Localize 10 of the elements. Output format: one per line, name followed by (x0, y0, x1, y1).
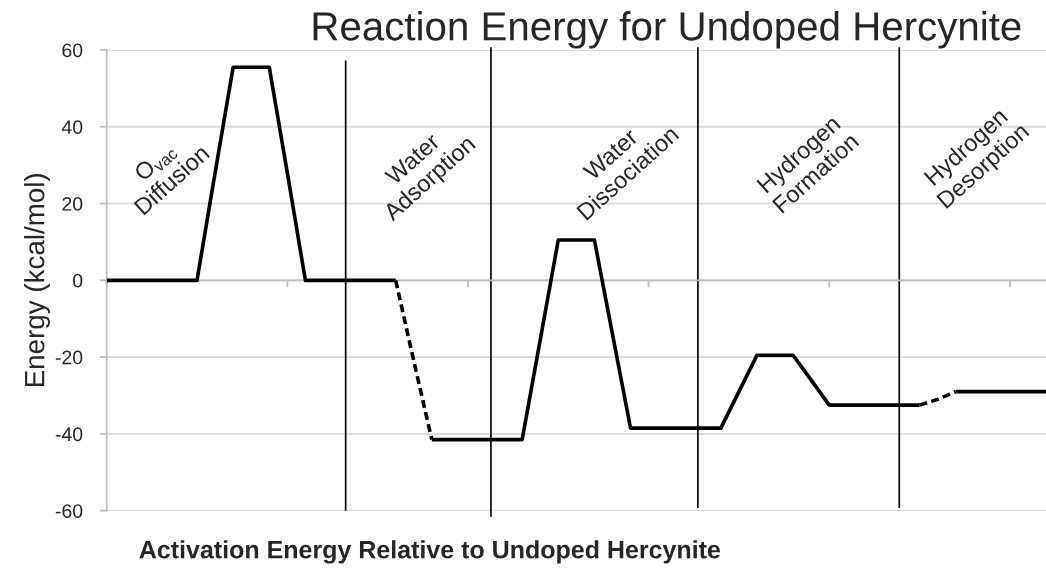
y-tick-label: 20 (62, 197, 83, 211)
y-axis-title: Energy (kcal/mol) (24, 174, 50, 387)
y-tick-label: 0 (73, 273, 83, 288)
y-tick-label: -60 (55, 504, 83, 518)
y-tick-label: 40 (61, 120, 83, 135)
y-tick-label: -40 (55, 427, 83, 442)
x-axis-title: Activation Energy Relative to Undoped Hercynite (139, 540, 721, 564)
chart-title: Reaction Energy for Undoped Hercynite (313, 11, 1021, 49)
y-tick-label: -20 (55, 350, 83, 365)
y-tick-label: 60 (62, 43, 83, 58)
